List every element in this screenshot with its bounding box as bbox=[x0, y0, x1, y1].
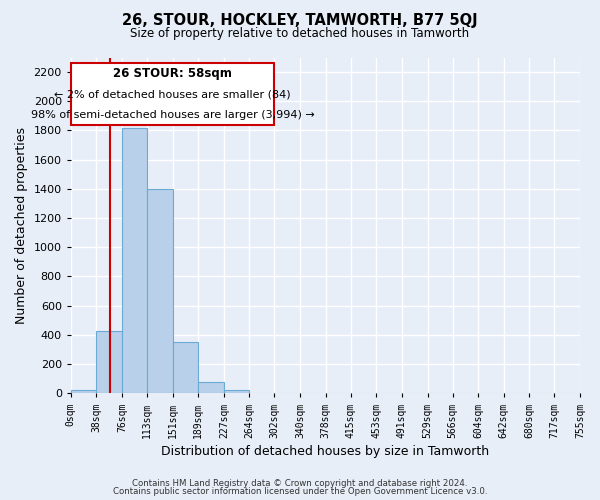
FancyBboxPatch shape bbox=[71, 62, 274, 124]
Text: Contains HM Land Registry data © Crown copyright and database right 2024.: Contains HM Land Registry data © Crown c… bbox=[132, 478, 468, 488]
Bar bbox=[147, 189, 173, 394]
Text: 26, STOUR, HOCKLEY, TAMWORTH, B77 5QJ: 26, STOUR, HOCKLEY, TAMWORTH, B77 5QJ bbox=[122, 12, 478, 28]
Text: 98% of semi-detached houses are larger (3,994) →: 98% of semi-detached houses are larger (… bbox=[31, 110, 314, 120]
Bar bbox=[97, 330, 122, 394]
Y-axis label: Number of detached properties: Number of detached properties bbox=[15, 127, 28, 324]
Bar bbox=[224, 390, 249, 394]
Bar bbox=[71, 390, 97, 394]
Bar bbox=[122, 128, 147, 394]
Text: Size of property relative to detached houses in Tamworth: Size of property relative to detached ho… bbox=[130, 28, 470, 40]
Bar bbox=[173, 342, 198, 394]
X-axis label: Distribution of detached houses by size in Tamworth: Distribution of detached houses by size … bbox=[161, 444, 490, 458]
Bar bbox=[198, 382, 224, 394]
Text: Contains public sector information licensed under the Open Government Licence v3: Contains public sector information licen… bbox=[113, 487, 487, 496]
Text: ← 2% of detached houses are smaller (84): ← 2% of detached houses are smaller (84) bbox=[55, 90, 291, 100]
Text: 26 STOUR: 58sqm: 26 STOUR: 58sqm bbox=[113, 68, 232, 80]
